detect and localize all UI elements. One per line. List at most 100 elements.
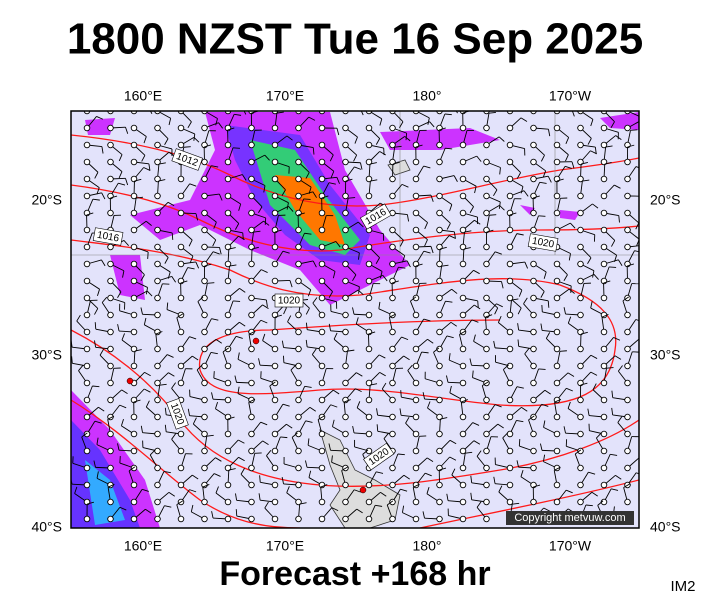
wind-barb — [189, 255, 194, 263]
wind-barb — [248, 192, 255, 200]
wind-barb — [211, 165, 219, 168]
wind-barb — [248, 413, 255, 421]
wind-barb — [472, 422, 480, 426]
wind-barb — [370, 179, 378, 182]
lon-label: 170°W — [549, 538, 592, 554]
wind-barb — [634, 250, 639, 253]
wind-barb — [553, 209, 561, 217]
wind-barb — [134, 349, 142, 352]
wind-barb — [389, 175, 396, 183]
wind-barb — [459, 311, 467, 319]
wind-barb — [389, 124, 396, 132]
wind-barb — [483, 243, 490, 251]
wind-barb — [130, 498, 138, 506]
wind-barb — [517, 323, 520, 331]
wind-barb — [520, 186, 524, 194]
wind-barb — [328, 291, 333, 298]
wind-barb — [355, 317, 359, 325]
wind-barb — [224, 396, 232, 404]
wind-barb — [212, 239, 217, 247]
wind-barb — [240, 467, 245, 475]
wind-barb — [412, 175, 420, 183]
wind-barb — [145, 220, 152, 226]
wind-barb — [107, 311, 114, 319]
wind-barb — [248, 430, 255, 438]
wind-barb — [569, 222, 576, 229]
wind-barb — [224, 345, 232, 353]
wind-barb — [177, 124, 185, 132]
wind-barb — [130, 141, 138, 149]
wind-barb — [436, 481, 443, 489]
wind-barb — [615, 135, 622, 140]
wind-barb — [483, 430, 490, 438]
wind-barb — [318, 362, 326, 370]
wind-barb — [159, 383, 167, 386]
wind-barb — [412, 294, 420, 302]
wind-barb — [213, 473, 221, 477]
wind-barb — [577, 192, 584, 200]
wind-barb — [506, 379, 514, 387]
wind-barb — [291, 432, 298, 438]
wind-barb — [318, 430, 326, 438]
wind-barb — [528, 415, 535, 421]
wind-barb — [476, 450, 482, 457]
wind-barb — [430, 194, 434, 202]
wind-barb — [436, 192, 443, 200]
wind-barb — [553, 158, 561, 166]
wind-barb — [429, 121, 435, 128]
wind-barb — [610, 121, 615, 128]
wind-barb — [483, 175, 490, 183]
wind-barb — [423, 250, 431, 254]
wind-barb — [318, 311, 326, 319]
wind-barb — [365, 311, 373, 319]
wind-barb — [154, 345, 161, 353]
wind-barb — [506, 311, 514, 319]
wind-barb — [193, 137, 200, 143]
wind-barb — [318, 294, 326, 302]
wind-barb — [611, 240, 616, 247]
wind-barb — [271, 362, 279, 370]
wind-barb — [412, 362, 420, 370]
wind-barb — [365, 158, 373, 166]
wind-barb — [271, 464, 279, 472]
wind-barb — [600, 413, 608, 421]
wind-barb — [483, 345, 490, 353]
wind-barb — [461, 399, 468, 403]
wind-barb — [564, 165, 572, 169]
wind-barb — [154, 158, 161, 166]
wind-barb — [318, 379, 326, 387]
wind-barb — [577, 141, 584, 149]
wind-barb — [389, 141, 396, 149]
wind-barb — [488, 112, 496, 114]
wind-barb — [566, 489, 573, 494]
wind-barb — [600, 379, 608, 387]
wind-barb — [130, 124, 138, 132]
wind-barb — [459, 260, 467, 268]
wind-barb — [415, 263, 423, 267]
wind-barb — [590, 150, 597, 155]
wind-barb — [180, 280, 188, 284]
wind-barb — [563, 426, 566, 434]
wind-barb — [342, 209, 349, 217]
wind-barb — [343, 399, 351, 403]
wind-barb — [264, 154, 270, 161]
wind-barb — [610, 453, 618, 456]
wind-barb — [76, 314, 81, 322]
wind-barb — [494, 307, 499, 315]
wind-barb — [441, 264, 449, 267]
wind-barb — [517, 339, 520, 347]
wind-barb — [389, 226, 396, 234]
wind-barb — [329, 154, 334, 162]
wind-barb — [311, 348, 317, 355]
wind-barb — [624, 226, 631, 234]
wind-barb — [318, 175, 326, 183]
wind-barb — [189, 336, 197, 340]
wind-barb — [506, 328, 514, 336]
wind-barb — [483, 209, 490, 217]
wind-barb — [451, 288, 458, 294]
wind-barb — [318, 141, 326, 149]
wind-barb — [331, 455, 333, 463]
wind-barb — [336, 177, 340, 184]
wind-barb — [177, 515, 185, 523]
wind-barb — [342, 430, 349, 438]
